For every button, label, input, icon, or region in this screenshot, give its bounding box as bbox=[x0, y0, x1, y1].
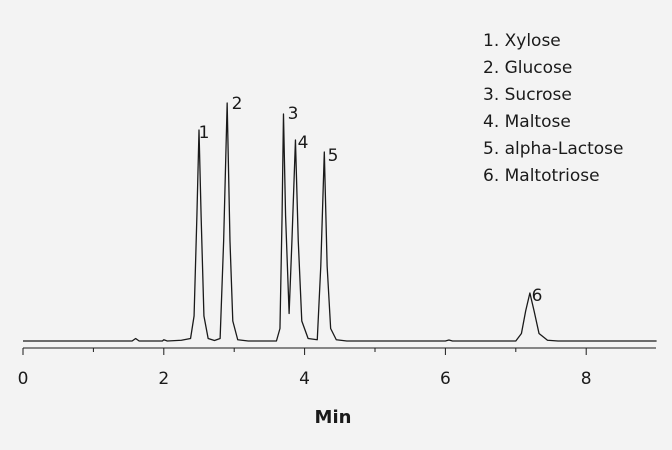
peak-label: 5 bbox=[328, 146, 339, 166]
legend-entry: 3. Sucrose bbox=[483, 85, 572, 105]
x-tick-label: 4 bbox=[299, 369, 310, 389]
peak-label: 3 bbox=[288, 104, 299, 124]
x-axis-label: Min bbox=[315, 407, 352, 428]
x-tick-label: 8 bbox=[581, 369, 592, 389]
trace bbox=[23, 102, 657, 342]
x-tick-label: 2 bbox=[158, 369, 169, 389]
legend-entry: 5. alpha-Lactose bbox=[483, 139, 624, 159]
legend-entry: 2. Glucose bbox=[483, 58, 572, 78]
legend-entry: 1. Xylose bbox=[483, 31, 561, 51]
peak-label: 6 bbox=[532, 286, 543, 306]
legend-entry: 4. Maltose bbox=[483, 112, 571, 132]
legend-entry: 6. Maltotriose bbox=[483, 166, 600, 186]
peak-label: 2 bbox=[232, 94, 243, 114]
x-tick-label: 6 bbox=[440, 369, 451, 389]
peak-label: 1 bbox=[199, 123, 210, 143]
peak-label: 4 bbox=[298, 133, 309, 153]
x-tick-label: 0 bbox=[18, 369, 29, 389]
